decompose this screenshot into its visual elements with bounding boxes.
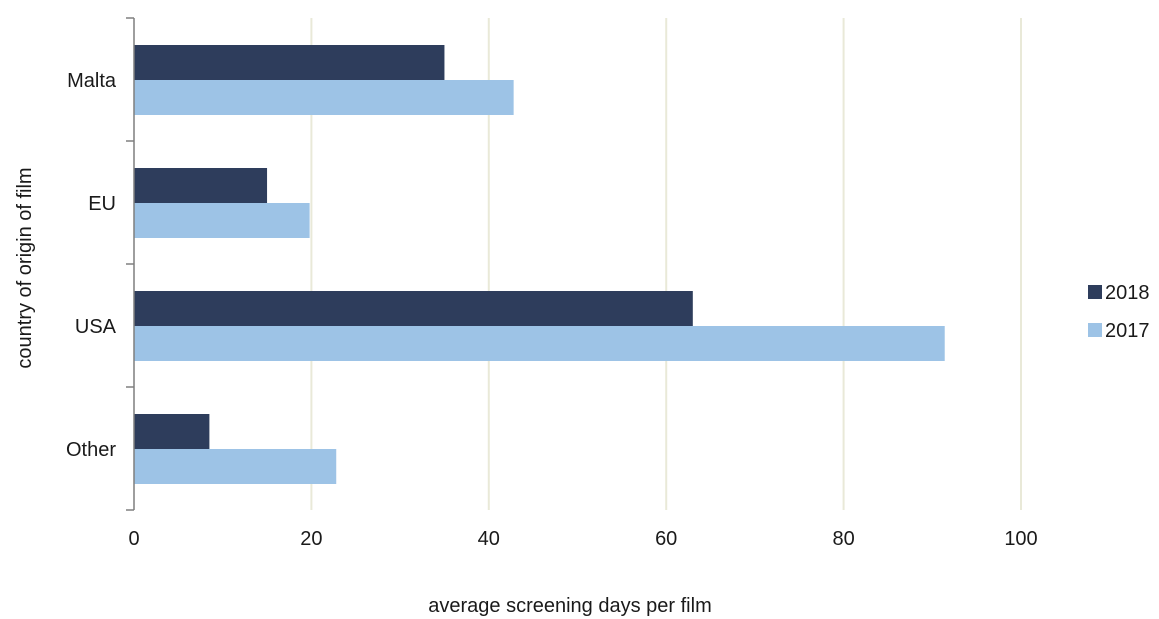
legend-swatch bbox=[1088, 285, 1102, 299]
y-axis-title: country of origin of film bbox=[14, 167, 36, 368]
y-tick-label: Other bbox=[66, 439, 116, 461]
bar bbox=[134, 326, 945, 361]
x-tick-label: 20 bbox=[300, 528, 322, 550]
y-tick-label: Malta bbox=[67, 70, 117, 92]
tick-labels: 0 20 40 60 80 100 Malta EU USA Other bbox=[66, 70, 1038, 550]
legend: 2018 2017 bbox=[1088, 282, 1150, 342]
axes bbox=[126, 17, 135, 511]
legend-label: 2018 bbox=[1105, 282, 1150, 304]
bar bbox=[134, 45, 445, 80]
x-axis-title: average screening days per film bbox=[428, 595, 711, 617]
legend-swatch bbox=[1088, 323, 1102, 337]
x-tick-label: 40 bbox=[478, 528, 500, 550]
bar bbox=[134, 449, 337, 484]
bar bbox=[134, 168, 268, 203]
bar bbox=[134, 80, 514, 115]
y-tick-label: USA bbox=[75, 316, 117, 338]
x-tick-label: 100 bbox=[1004, 528, 1037, 550]
bar bbox=[134, 291, 693, 326]
bar bbox=[134, 414, 210, 449]
y-tick-label: EU bbox=[88, 193, 116, 215]
legend-label: 2017 bbox=[1105, 320, 1150, 342]
x-tick-label: 60 bbox=[655, 528, 677, 550]
bars bbox=[134, 45, 945, 484]
x-tick-label: 0 bbox=[128, 528, 139, 550]
x-tick-label: 80 bbox=[832, 528, 854, 550]
bar bbox=[134, 203, 310, 238]
